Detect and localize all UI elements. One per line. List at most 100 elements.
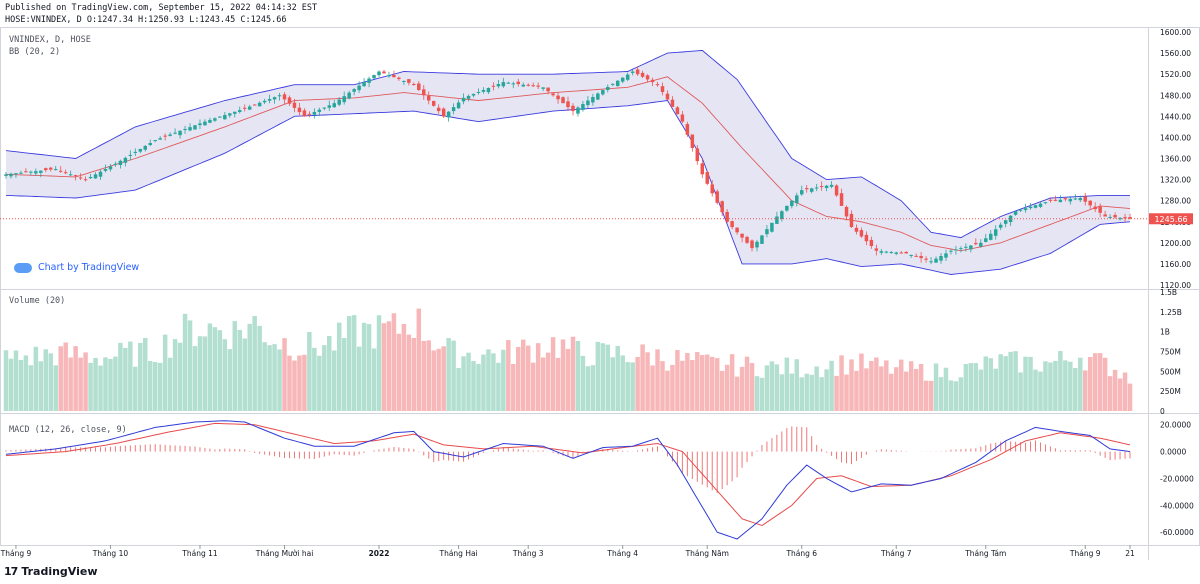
- volume-bar: [525, 345, 531, 411]
- volume-bar: [53, 365, 58, 411]
- candle-body: [1008, 215, 1013, 223]
- volume-pane-title[interactable]: Volume (20): [9, 296, 66, 306]
- macd-line: [5, 420, 1131, 540]
- candle-body: [1103, 214, 1107, 217]
- candle-body: [238, 110, 242, 112]
- candle-body: [19, 172, 23, 174]
- candle-body: [909, 254, 913, 256]
- candle-body: [695, 148, 700, 162]
- volume-bar: [297, 355, 302, 411]
- volume-bar: [535, 343, 541, 411]
- time-tick-label: Tháng 7: [880, 549, 912, 558]
- candle-body: [620, 77, 625, 82]
- volume-bar: [466, 352, 471, 411]
- volume-bar: [187, 320, 193, 411]
- candle-body: [800, 190, 804, 195]
- volume-bar: [63, 342, 68, 411]
- candle-body: [780, 211, 784, 219]
- candle-body: [884, 251, 889, 253]
- candle-body: [750, 240, 754, 249]
- volume-bar: [1053, 360, 1058, 411]
- volume-tick-label: 500M: [1160, 367, 1181, 376]
- price-tick-label: 1560.00: [1160, 49, 1191, 58]
- volume-bar: [749, 363, 755, 411]
- candle-body: [496, 84, 501, 87]
- volume-bar: [879, 366, 884, 411]
- candle-body: [1088, 200, 1092, 206]
- candle-body: [53, 169, 58, 171]
- volume-bar: [446, 338, 451, 411]
- volume-bar: [665, 370, 670, 411]
- candle-body: [39, 170, 43, 173]
- volume-bar: [635, 356, 640, 411]
- volume-bar: [93, 357, 98, 411]
- candle-body: [894, 252, 898, 254]
- candle-body: [1033, 205, 1038, 208]
- candle-body: [889, 252, 894, 254]
- volume-tick-label: 1.25B: [1160, 308, 1182, 317]
- candle-body: [173, 132, 177, 134]
- candle-body: [730, 221, 734, 228]
- macd-tick-label: 0.0000: [1160, 448, 1186, 457]
- volume-bar: [157, 362, 163, 411]
- volume-bar: [202, 336, 208, 411]
- candle-body: [1128, 217, 1132, 219]
- candle-body: [859, 230, 864, 237]
- volume-bar: [406, 334, 412, 411]
- volume-bar: [123, 347, 128, 411]
- bb-fill: [6, 50, 1130, 275]
- candle-body: [163, 135, 167, 137]
- candle-body: [103, 169, 108, 171]
- volume-bar: [471, 361, 476, 411]
- candle-body: [83, 179, 88, 181]
- bb-indicator-label[interactable]: BB (20, 2): [9, 47, 61, 57]
- candle-body: [566, 101, 570, 108]
- candle-body: [849, 213, 854, 228]
- candle-body: [1123, 217, 1127, 219]
- candle-body: [630, 71, 635, 73]
- volume-bar: [1073, 368, 1078, 411]
- macd-pane-title[interactable]: MACD (12, 26, close, 9): [9, 425, 127, 435]
- candle-body: [1113, 215, 1117, 218]
- candle-body: [1058, 199, 1063, 203]
- volume-bar: [162, 334, 168, 411]
- volume-bar: [152, 362, 158, 411]
- candle-body: [670, 99, 675, 107]
- candle-body: [302, 110, 307, 117]
- volume-bar: [675, 350, 680, 411]
- volume-bar: [605, 344, 611, 411]
- candle-body: [964, 246, 968, 248]
- candle-body: [541, 87, 545, 89]
- candle-body: [446, 111, 451, 118]
- volume-bar: [356, 346, 362, 411]
- volume-bar: [754, 376, 760, 411]
- volume-bar: [640, 344, 645, 411]
- volume-bar: [147, 360, 153, 411]
- volume-bar: [575, 341, 581, 411]
- volume-bar: [441, 346, 446, 411]
- volume-tick-label: 1B: [1160, 328, 1170, 337]
- volume-bar: [506, 340, 511, 411]
- candle-body: [929, 261, 933, 263]
- candle-body: [14, 173, 18, 175]
- tradingview-logo-icon: 17: [4, 565, 18, 578]
- candle-body: [491, 85, 496, 87]
- volume-bar: [346, 316, 352, 411]
- volume-bar: [1033, 369, 1038, 411]
- volume-bar: [177, 342, 183, 411]
- candle-body: [526, 84, 530, 86]
- volume-bar: [361, 322, 367, 411]
- candle-body: [1108, 216, 1112, 218]
- footer-brand[interactable]: 17 TradingView: [4, 565, 98, 578]
- chart-by-tradingview-link[interactable]: Chart by TradingView: [14, 262, 139, 273]
- candle-body: [427, 95, 431, 101]
- volume-bar: [232, 321, 238, 411]
- volume-bar: [804, 373, 809, 411]
- candle-body: [1093, 206, 1097, 210]
- volume-bar: [884, 360, 889, 411]
- price-tick-label: 1120.00: [1160, 281, 1191, 290]
- volume-bar: [705, 354, 710, 411]
- volume-bar: [307, 331, 312, 411]
- volume-bar: [491, 353, 496, 411]
